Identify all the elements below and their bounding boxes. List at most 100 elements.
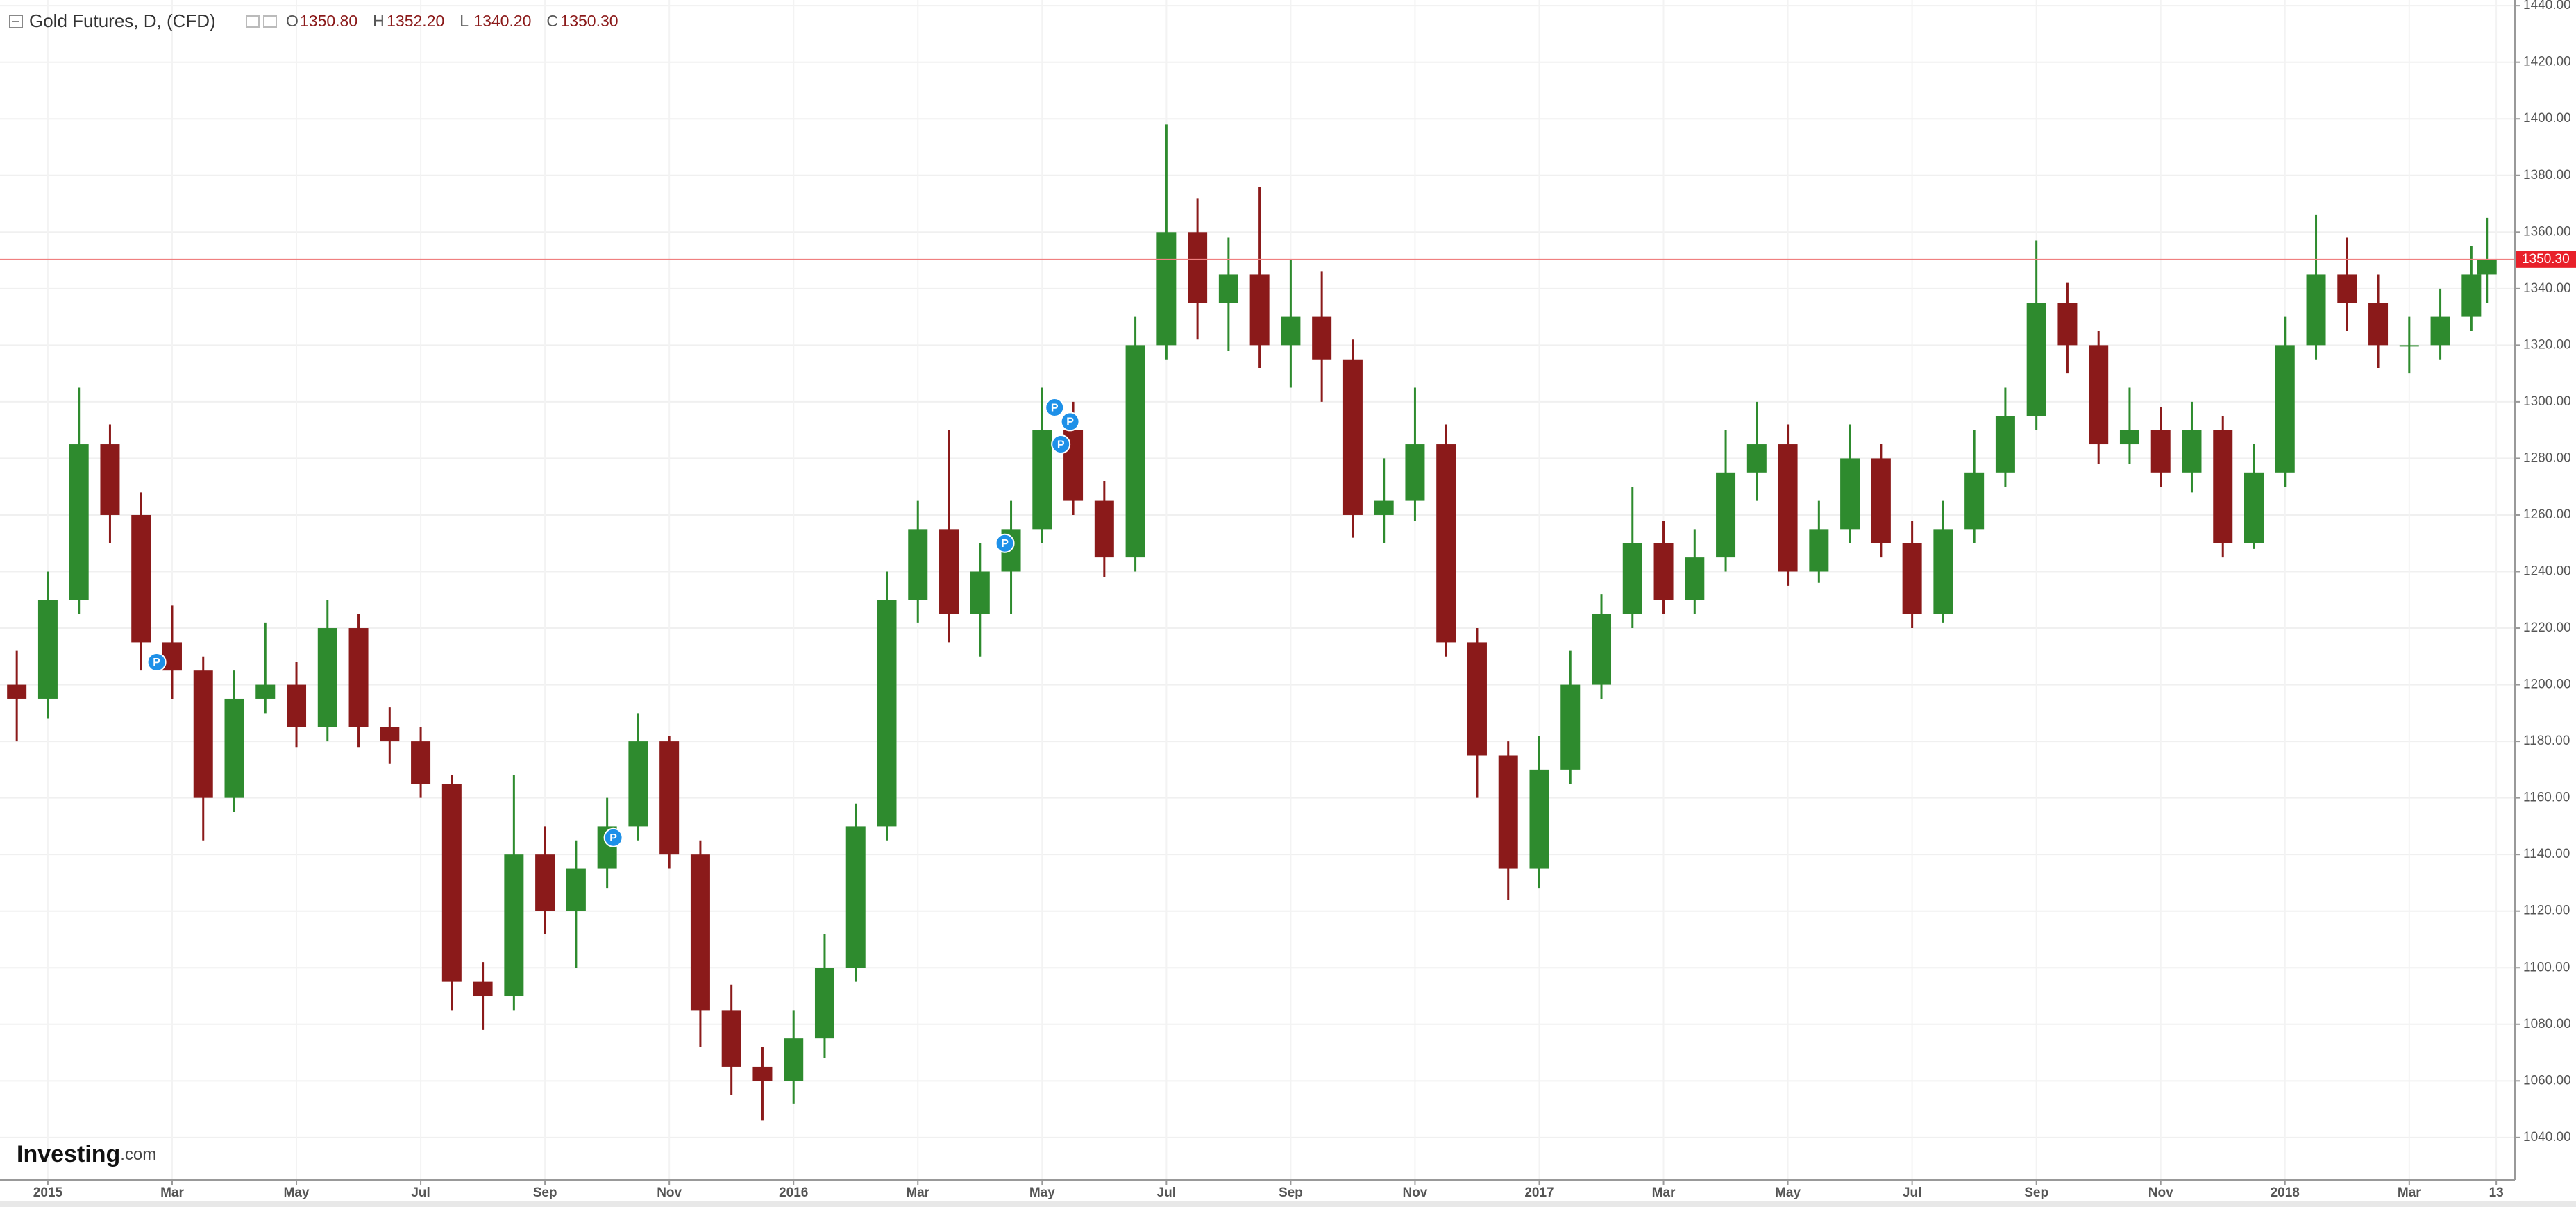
candle-body xyxy=(7,684,27,699)
x-tick-label: Mar xyxy=(1652,1185,1676,1200)
candle-body xyxy=(659,741,680,855)
candle-body xyxy=(1436,444,1456,643)
last-price-label: 1350.30 xyxy=(2522,252,2570,267)
event-marker xyxy=(603,827,623,847)
y-tick-label: 1340.00 xyxy=(2523,281,2571,296)
candle-body xyxy=(1840,458,1860,530)
candle-body xyxy=(628,741,648,827)
candle-body xyxy=(1902,543,1922,614)
candle-body xyxy=(2477,259,2497,275)
candle-body xyxy=(2057,303,2078,346)
candle-body xyxy=(1653,543,1674,600)
x-tick-label: 2015 xyxy=(33,1185,63,1200)
collapse-icon[interactable] xyxy=(9,15,23,28)
y-tick-label: 1180.00 xyxy=(2523,734,2570,748)
candle-body xyxy=(2182,430,2202,473)
y-tick-label: 1100.00 xyxy=(2523,960,2570,974)
y-tick-label: 1280.00 xyxy=(2523,450,2571,465)
last-price-box xyxy=(2516,251,2576,268)
candle-body xyxy=(504,854,524,997)
x-tick-label: Nov xyxy=(657,1185,682,1200)
candle-body xyxy=(1685,557,1705,600)
candle-body xyxy=(380,727,400,742)
candle-body xyxy=(1529,769,1549,869)
y-tick-label: 1240.00 xyxy=(2523,564,2571,579)
y-tick-label: 1080.00 xyxy=(2523,1017,2571,1031)
x-tick-label: May xyxy=(1775,1185,1801,1200)
y-tick-label: 1060.00 xyxy=(2523,1073,2571,1088)
y-tick-label: 1220.00 xyxy=(2523,621,2571,635)
event-marker xyxy=(1051,434,1071,455)
candle-body xyxy=(2275,345,2295,473)
candle-body xyxy=(2119,430,2139,445)
candle-body xyxy=(970,571,990,614)
event-label: P xyxy=(1057,439,1065,450)
candle-body xyxy=(1405,444,1425,501)
candle-body xyxy=(441,784,462,982)
candle-body xyxy=(69,444,89,600)
event-label: P xyxy=(1051,402,1059,414)
candle-body xyxy=(1995,416,2015,473)
y-tick-label: 1400.00 xyxy=(2523,111,2571,126)
candle-body xyxy=(317,628,337,727)
candle-body xyxy=(255,684,276,699)
ohlc-key: O xyxy=(286,12,298,30)
chart-title: Gold Futures, D, (CFD) xyxy=(29,10,216,31)
candle-body xyxy=(1374,500,1394,515)
y-tick-label: 1120.00 xyxy=(2523,904,2570,918)
x-tick-label: Jul xyxy=(1157,1185,1176,1200)
candle-body xyxy=(287,684,307,727)
x-tick-label: 2016 xyxy=(779,1185,808,1200)
candle-body xyxy=(162,642,182,671)
candle-body xyxy=(1125,345,1145,558)
candle-body xyxy=(2399,345,2419,347)
candle-body xyxy=(131,514,151,643)
event-marker xyxy=(1045,398,1065,418)
candle-body xyxy=(1871,458,1891,543)
event-marker xyxy=(146,652,167,672)
watermark-domain: .com xyxy=(120,1145,156,1164)
candle-body xyxy=(1716,472,1736,558)
event-label: P xyxy=(153,657,160,668)
x-tick-label: 2017 xyxy=(1524,1185,1554,1200)
hide-icon[interactable] xyxy=(263,15,277,28)
settings-icon[interactable] xyxy=(246,15,260,28)
candle-body xyxy=(193,670,213,798)
y-tick-label: 1300.00 xyxy=(2523,394,2571,409)
candle-body xyxy=(2461,274,2482,317)
event-marker xyxy=(995,533,1015,553)
candle-body xyxy=(2306,274,2326,346)
y-tick-label: 1160.00 xyxy=(2523,791,2570,805)
x-tick-label: Mar xyxy=(160,1185,184,1200)
candle-body xyxy=(411,741,431,784)
candle-body xyxy=(1933,529,1953,614)
candle-body xyxy=(939,529,959,614)
candle-body xyxy=(348,628,369,727)
candle-body xyxy=(2150,430,2171,473)
candle-body xyxy=(908,529,928,600)
y-tick-label: 1440.00 xyxy=(2523,0,2571,12)
candle-body xyxy=(37,600,58,699)
candle-body xyxy=(1249,274,1270,346)
x-tick-label: Mar xyxy=(2398,1185,2421,1200)
candle-body xyxy=(100,444,120,515)
candle-body xyxy=(1622,543,1642,614)
candle-body xyxy=(2244,472,2264,543)
candle-body xyxy=(845,826,866,968)
candle-body xyxy=(1094,500,1114,558)
x-tick-label: Sep xyxy=(533,1185,557,1200)
candle-body xyxy=(2089,345,2109,445)
candle-body xyxy=(1592,614,1612,685)
candle-body xyxy=(690,854,710,1011)
candle-body xyxy=(752,1066,773,1081)
x-tick-label: 13 xyxy=(2489,1185,2504,1200)
candle-body xyxy=(1746,444,1767,473)
event-label: P xyxy=(1066,416,1074,428)
ohlc-value: 1350.30 xyxy=(560,12,618,30)
ohlc-value: 1350.80 xyxy=(300,12,357,30)
ohlc-value: 1352.20 xyxy=(387,12,444,30)
event-marker xyxy=(1060,412,1080,432)
candle-body xyxy=(1498,755,1518,869)
candle-body xyxy=(2430,316,2450,346)
